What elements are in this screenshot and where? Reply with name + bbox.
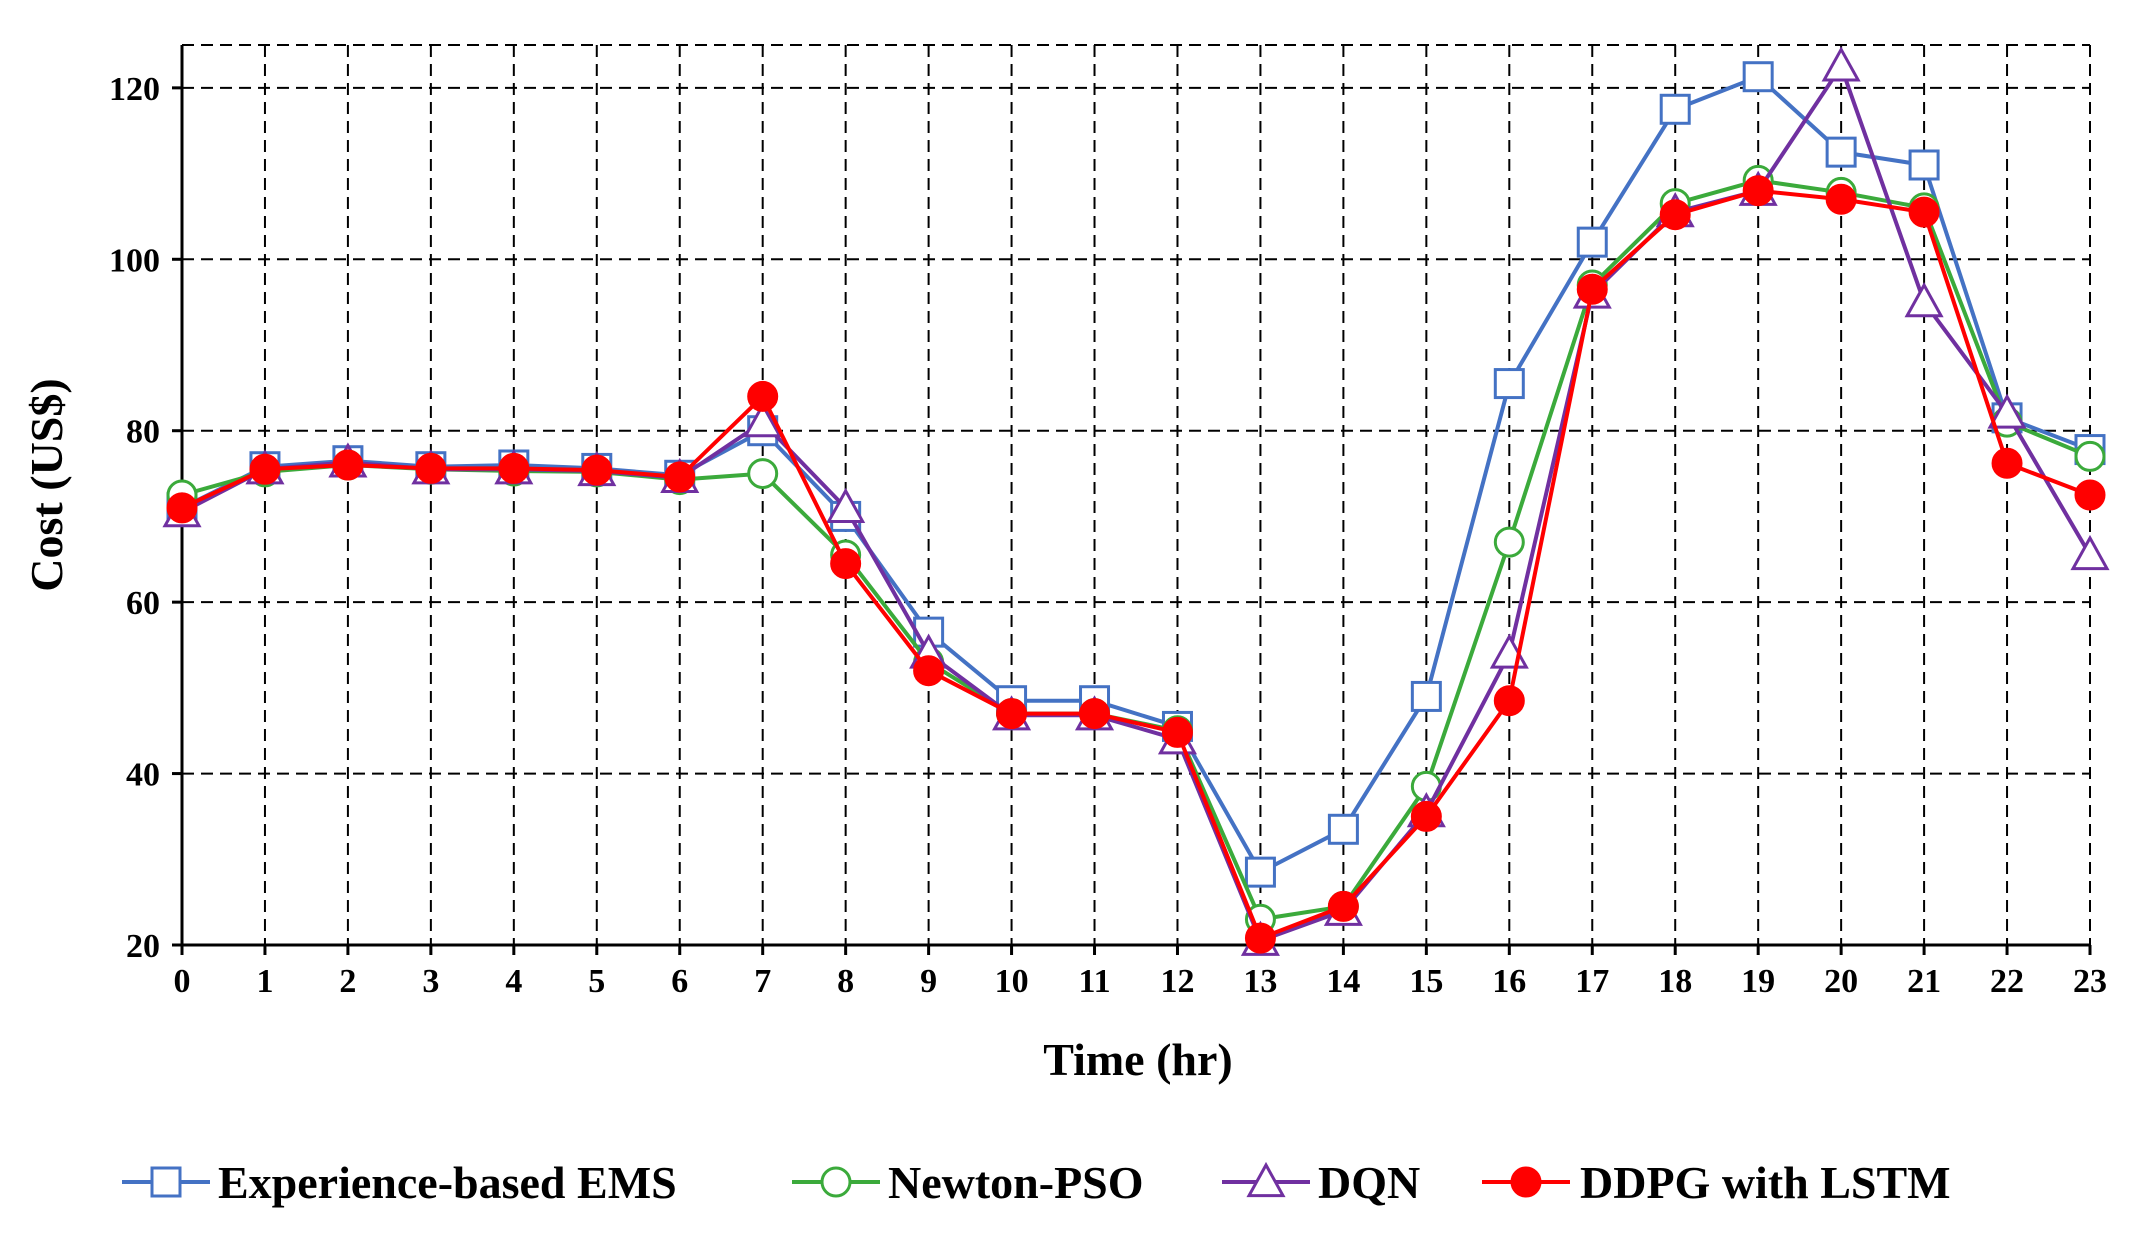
x-tick-label: 0 bbox=[174, 963, 191, 1000]
legend-item: DDPG with LSTM bbox=[1482, 1157, 1951, 1208]
data-point bbox=[1410, 680, 1442, 712]
data-point bbox=[1410, 800, 1442, 832]
data-point bbox=[1244, 922, 1276, 954]
legend: Experience-based EMS Newton-PSO DQN DDPG wi… bbox=[122, 1157, 1951, 1208]
legend-marker bbox=[150, 1166, 182, 1198]
data-point bbox=[1576, 273, 1608, 305]
y-tick-label: 80 bbox=[126, 414, 160, 451]
x-tick-label: 22 bbox=[1990, 963, 2024, 1000]
data-point bbox=[166, 492, 198, 524]
data-point bbox=[1991, 447, 2023, 479]
data-point bbox=[249, 453, 281, 485]
x-tick-label: 13 bbox=[1243, 963, 1277, 1000]
data-point bbox=[1904, 282, 1944, 318]
legend-label: Experience-based EMS bbox=[218, 1157, 677, 1208]
x-tick-label: 8 bbox=[837, 963, 854, 1000]
series-experience-based-ems bbox=[166, 61, 2106, 888]
data-point bbox=[664, 461, 696, 493]
data-point bbox=[1493, 685, 1525, 717]
data-point bbox=[1576, 226, 1608, 258]
data-point bbox=[498, 452, 530, 484]
data-point bbox=[1493, 526, 1525, 558]
data-point bbox=[1161, 716, 1193, 748]
legend-item: Newton-PSO bbox=[792, 1157, 1144, 1208]
data-point bbox=[1908, 149, 1940, 181]
series-line bbox=[181, 188, 2091, 941]
data-point bbox=[2074, 479, 2106, 511]
data-point bbox=[747, 380, 779, 412]
data-point bbox=[1079, 698, 1111, 730]
y-tick-label: 120 bbox=[109, 71, 160, 108]
x-tick-label: 7 bbox=[754, 963, 771, 1000]
data-point bbox=[1825, 183, 1857, 215]
x-tick-label: 18 bbox=[1658, 963, 1692, 1000]
x-tick-label: 5 bbox=[588, 963, 605, 1000]
x-tick-label: 4 bbox=[505, 963, 522, 1000]
x-tick-label: 21 bbox=[1907, 963, 1941, 1000]
series-ddpg-with-lstm bbox=[166, 175, 2106, 954]
data-point bbox=[1987, 393, 2027, 429]
legend-marker bbox=[1246, 1161, 1286, 1198]
legend-label: Newton-PSO bbox=[888, 1157, 1144, 1208]
y-tick-label: 40 bbox=[126, 757, 160, 794]
x-tick-label: 20 bbox=[1824, 963, 1858, 1000]
data-point bbox=[743, 402, 783, 438]
legend-label: DDPG with LSTM bbox=[1580, 1157, 1951, 1208]
data-point bbox=[996, 698, 1028, 730]
data-point bbox=[2074, 440, 2106, 472]
x-axis-title: Time (hr) bbox=[1043, 1034, 1233, 1085]
data-point bbox=[1825, 136, 1857, 168]
data-point bbox=[415, 452, 447, 484]
series-group bbox=[162, 46, 2110, 956]
data-point bbox=[1659, 199, 1691, 231]
x-tick-label: 2 bbox=[339, 963, 356, 1000]
x-tick-label: 15 bbox=[1409, 963, 1443, 1000]
x-tick-label: 17 bbox=[1575, 963, 1609, 1000]
y-tick-label: 100 bbox=[109, 242, 160, 279]
x-tick-label: 12 bbox=[1160, 963, 1194, 1000]
x-tick-label: 6 bbox=[671, 963, 688, 1000]
data-point bbox=[2070, 534, 2110, 571]
data-point bbox=[1244, 856, 1276, 888]
legend-label: DQN bbox=[1318, 1157, 1420, 1208]
legend-marker bbox=[1510, 1166, 1542, 1198]
x-tick-label: 9 bbox=[920, 963, 937, 1000]
data-point bbox=[1659, 93, 1691, 125]
grid bbox=[182, 44, 2091, 945]
data-point bbox=[913, 655, 945, 687]
x-tick-label: 3 bbox=[422, 963, 439, 1000]
data-point bbox=[747, 458, 779, 490]
y-axis-title: Cost (US$) bbox=[21, 378, 72, 591]
y-tick-label: 60 bbox=[126, 585, 160, 622]
legend-item: Experience-based EMS bbox=[122, 1157, 677, 1208]
tick-labels: 0 1 2 3 4 5 6 7 8 9 10 11 12 13 14 15 16 17 18 19 20 21 22 2320… bbox=[109, 71, 2107, 1000]
data-point bbox=[1821, 46, 1861, 82]
data-point bbox=[1908, 196, 1940, 228]
legend-marker bbox=[820, 1166, 852, 1198]
x-tick-label: 1 bbox=[256, 963, 273, 1000]
x-tick-label: 10 bbox=[995, 963, 1029, 1000]
x-tick-label: 23 bbox=[2073, 963, 2107, 1000]
x-tick-label: 14 bbox=[1326, 963, 1360, 1000]
series-line bbox=[181, 64, 2092, 943]
x-tick-label: 19 bbox=[1741, 963, 1775, 1000]
y-tick-label: 20 bbox=[126, 928, 160, 965]
data-point bbox=[830, 548, 862, 580]
data-point bbox=[1742, 175, 1774, 207]
series-dqn bbox=[162, 46, 2110, 956]
data-point bbox=[1742, 61, 1774, 93]
axes bbox=[172, 45, 2092, 955]
data-point bbox=[1493, 368, 1525, 400]
data-point bbox=[581, 454, 613, 486]
data-point bbox=[332, 449, 364, 481]
x-tick-label: 16 bbox=[1492, 963, 1526, 1000]
data-point bbox=[1327, 890, 1359, 922]
legend-item: DQN bbox=[1222, 1157, 1420, 1208]
series-line bbox=[181, 178, 2091, 922]
series-newton-pso bbox=[166, 164, 2106, 935]
x-tick-label: 11 bbox=[1078, 963, 1110, 1000]
data-point bbox=[826, 487, 866, 523]
data-point bbox=[1327, 813, 1359, 845]
